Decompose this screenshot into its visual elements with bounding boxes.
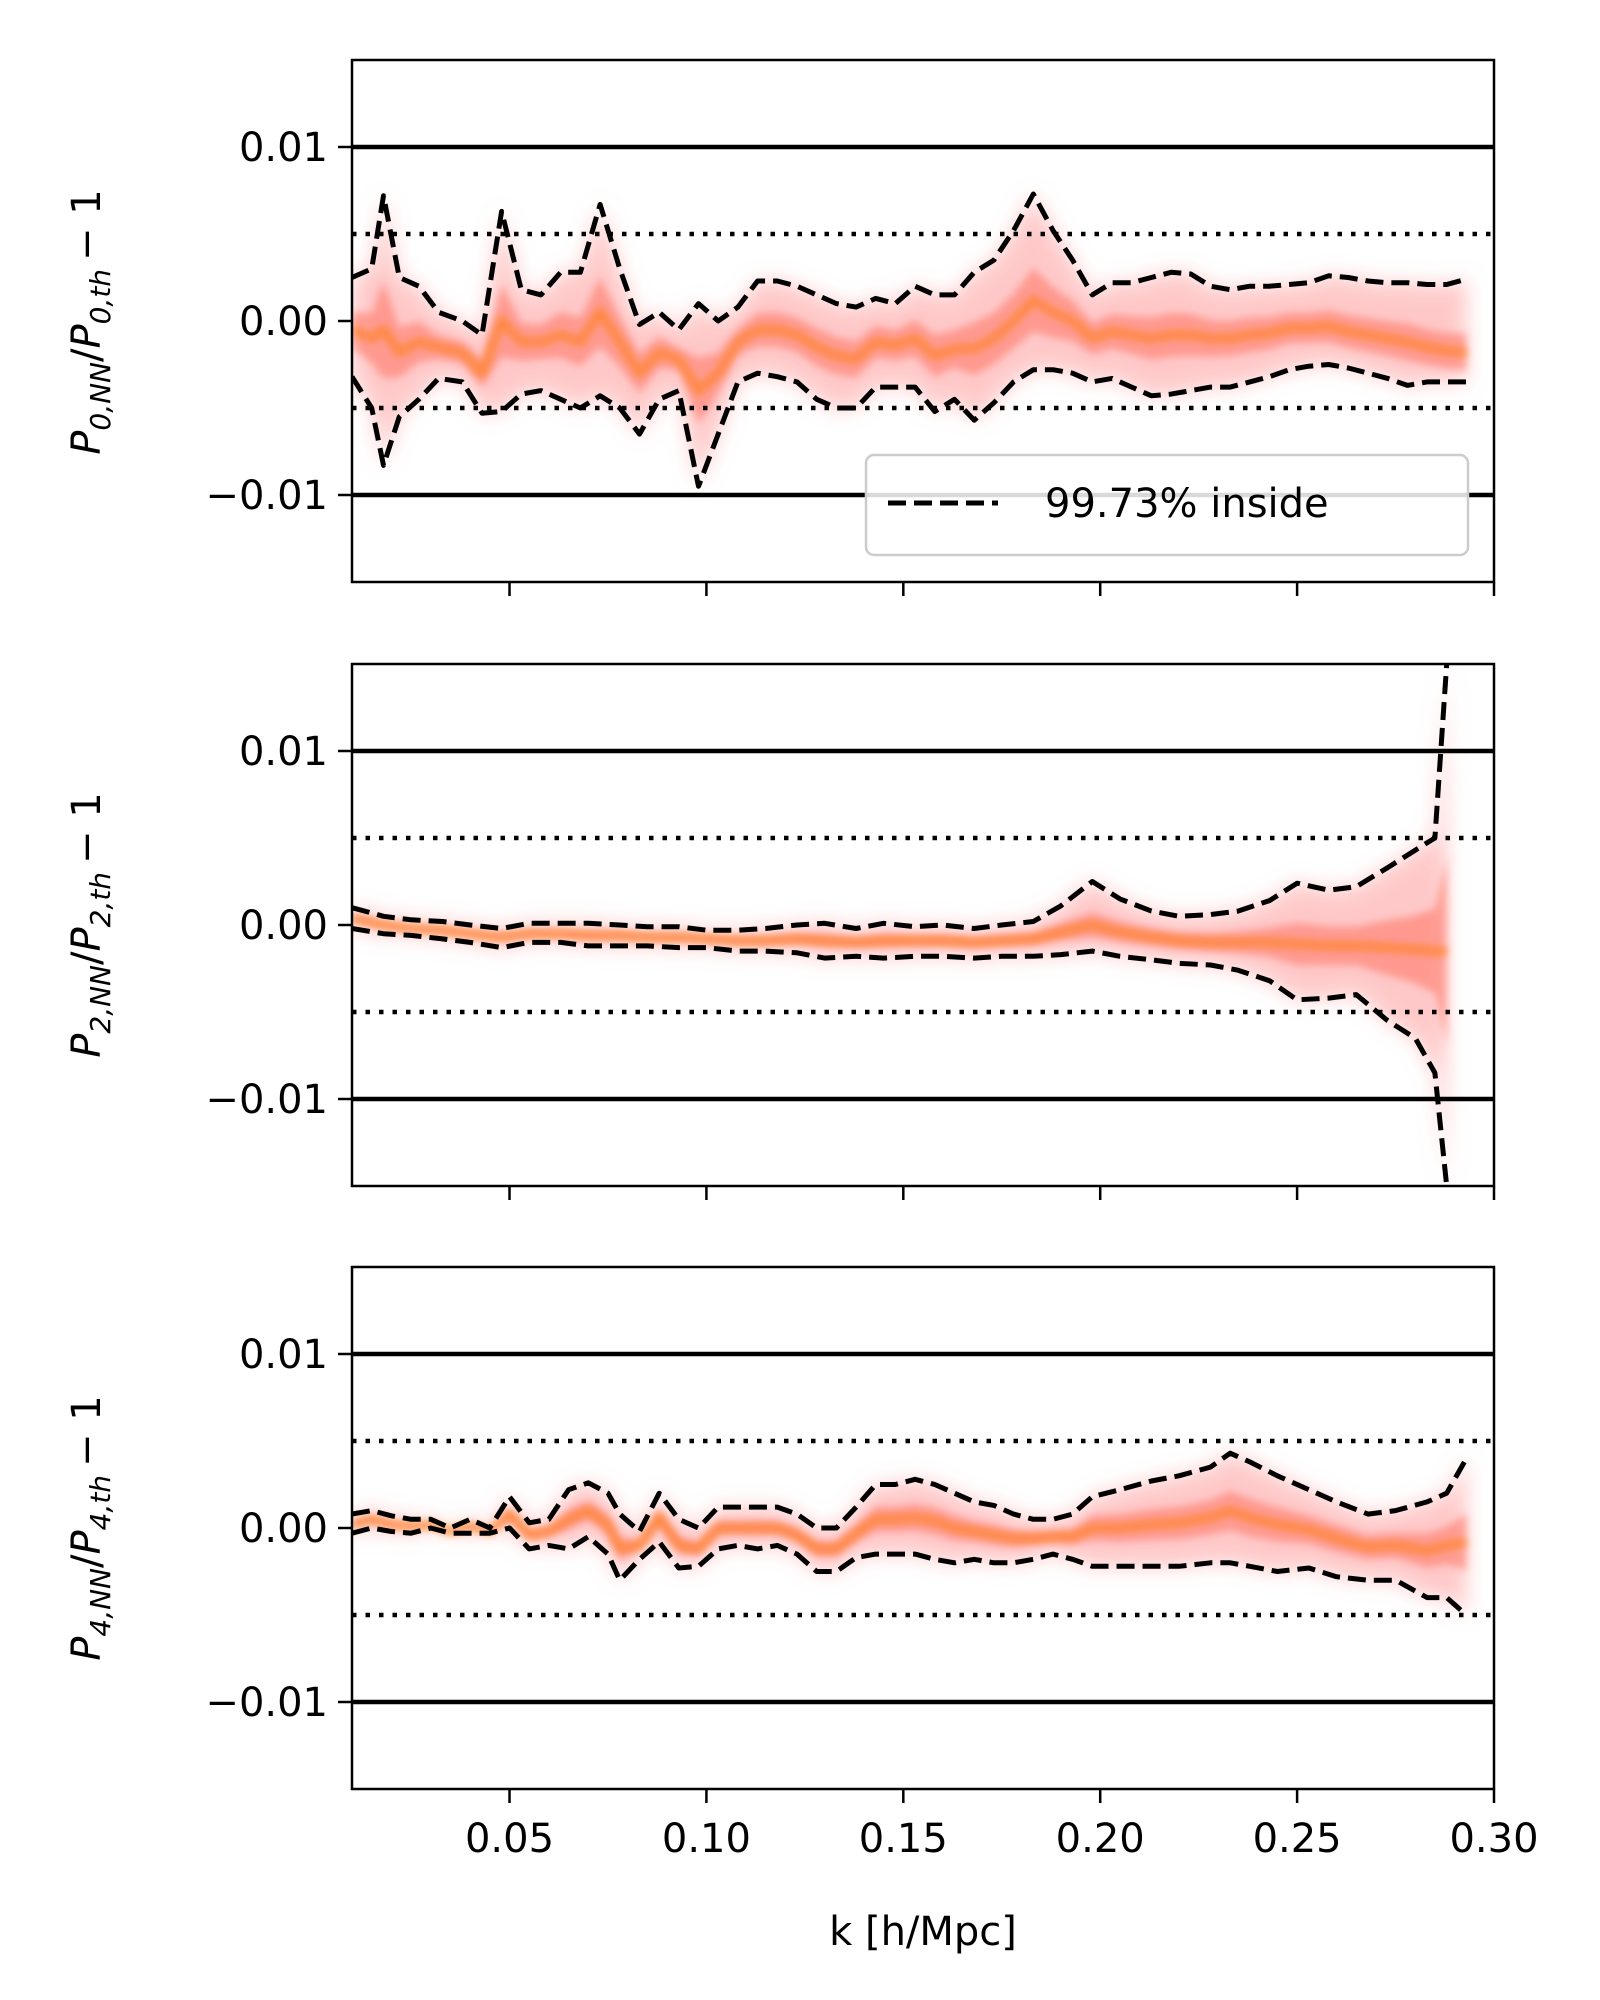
panel-2-ref-lines <box>352 1351 1494 1705</box>
panel-1-y-tick-label-1: 0.00 <box>239 903 328 949</box>
panel-1-upper-bound-line <box>352 664 1450 933</box>
x-tick-label-5: 0.30 <box>1449 1816 1538 1862</box>
legend: 99.73% inside <box>864 453 1470 557</box>
x-tick-label-3: 0.20 <box>1056 1816 1145 1862</box>
panel-2-y-tick-label-1: 0.00 <box>239 1506 328 1552</box>
panel-2-ylabel: P4,NN/P4,th− 1 <box>64 1395 117 1660</box>
panel-2-bound-lines <box>352 1450 1469 1617</box>
panel-0-y-tick-label-1: 0.00 <box>239 299 328 345</box>
panel-0-ylabel: P0,NN/P0,th− 1 <box>64 189 117 454</box>
panel-0-axes: 0.01 0.00 −0.01 <box>205 58 1496 596</box>
panel-2-axes: 0.01 0.00 −0.01 <box>205 1265 1496 1803</box>
x-tick-label-2: 0.15 <box>859 1816 948 1862</box>
panel-1-y-tick-label-0: 0.01 <box>239 729 328 775</box>
panel-1-bound-lines <box>352 664 1450 1186</box>
panel-2-lower-bound-line <box>352 1525 1469 1617</box>
panel-2-plot-area <box>352 1351 1494 1705</box>
panel-1: 0.01 0.00 −0.01 P2,NN/P2,th− 1 <box>64 662 1496 1200</box>
panel-2-y-tick-label-2: −0.01 <box>205 1680 328 1726</box>
panel-2-upper-bound-line <box>352 1450 1469 1534</box>
panel-1-center-line <box>352 914 1447 955</box>
legend-box <box>864 453 1470 557</box>
panel-1-inner-band <box>352 857 1447 1046</box>
x-tick-label-1: 0.10 <box>662 1816 751 1862</box>
panel-0-bound-lines <box>352 191 1468 489</box>
panel-0-bands <box>352 194 1467 487</box>
x-axis-label: k [h/Mpc] <box>829 1909 1017 1955</box>
panel-0-y-tick-label-0: 0.01 <box>239 125 328 171</box>
panel-0-y-tick-label-2: −0.01 <box>205 473 328 519</box>
panel-1-lower-bound-line <box>352 926 1450 1186</box>
panel-1-axes: 0.01 0.00 −0.01 <box>205 662 1496 1200</box>
panel-0-upper-bound-line <box>352 191 1468 338</box>
panel-1-plot-area <box>352 664 1494 1186</box>
panel-0-center-line <box>352 295 1467 396</box>
x-tick-labels: 0.05 0.10 0.15 0.20 0.25 0.30 <box>465 1816 1539 1862</box>
panel-0-lower-bound-line <box>352 362 1467 489</box>
x-tick-label-4: 0.25 <box>1253 1816 1342 1862</box>
panel-2-center-line <box>352 1506 1468 1555</box>
panel-2: 0.01 0.00 −0.01 P4,NN/P4,th− 1 0.05 0.10 0.1… <box>64 1265 1539 1955</box>
panel-1-ref-lines <box>352 748 1494 1102</box>
panel-2-bands <box>352 1453 1468 1615</box>
panel-0: 0.01 0.00 −0.01 P0,NN/P0,th− 1 99.73% insi… <box>64 58 1496 596</box>
panel-0-plot-area <box>352 144 1494 498</box>
panel-2-y-tick-label-0: 0.01 <box>239 1332 328 1378</box>
panel-2-outer-band <box>352 1453 1467 1615</box>
legend-label: 99.73% inside <box>1045 481 1329 527</box>
panel-1-y-tick-label-2: −0.01 <box>205 1077 328 1123</box>
panel-1-ylabel: P2,NN/P2,th− 1 <box>64 792 117 1057</box>
panel-0-inner-band <box>352 268 1467 424</box>
x-tick-label-0: 0.05 <box>465 1816 554 1862</box>
